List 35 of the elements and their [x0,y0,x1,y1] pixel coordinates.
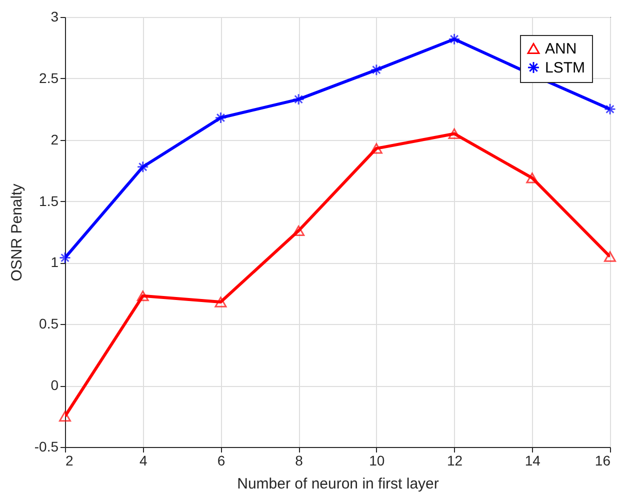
x-tick-label: 2 [66,452,74,468]
x-tick-label: 6 [217,452,226,468]
point [526,172,538,184]
y-tick-label: 0.5 [39,316,59,332]
point [370,143,382,154]
y-tick-label: 1.5 [39,192,59,209]
x-tick-label: 8 [295,452,304,468]
x-tick-label: 10 [369,452,385,468]
x-tick-label: 14 [524,452,541,468]
y-tick-label: 3 [50,8,59,24]
point [604,103,616,116]
point [292,225,305,236]
y-tick-label: 2 [50,131,59,148]
point [604,251,616,262]
point [59,410,71,422]
point [136,290,149,302]
legend-label: LSTM [545,60,586,76]
x-tick-label: 12 [446,452,463,468]
x-tick-label: 4 [139,452,148,468]
point [214,112,227,124]
point [448,128,460,140]
point [59,252,71,264]
point [214,296,227,308]
point [448,33,460,46]
point [370,64,382,76]
y-axis-title: OSNR Penalty [8,183,26,282]
legend-label: ANN [545,40,577,58]
point [292,93,305,106]
y-tick-label: 0 [50,377,59,394]
y-tick-label: 1 [50,254,59,270]
point [136,160,149,173]
x-tick-label: 16 [594,452,611,468]
x-axis-title: Number of neuron in first layer [237,476,439,492]
y-tick-label: -0.5 [34,438,59,454]
y-tick-label: 2.5 [39,70,59,86]
